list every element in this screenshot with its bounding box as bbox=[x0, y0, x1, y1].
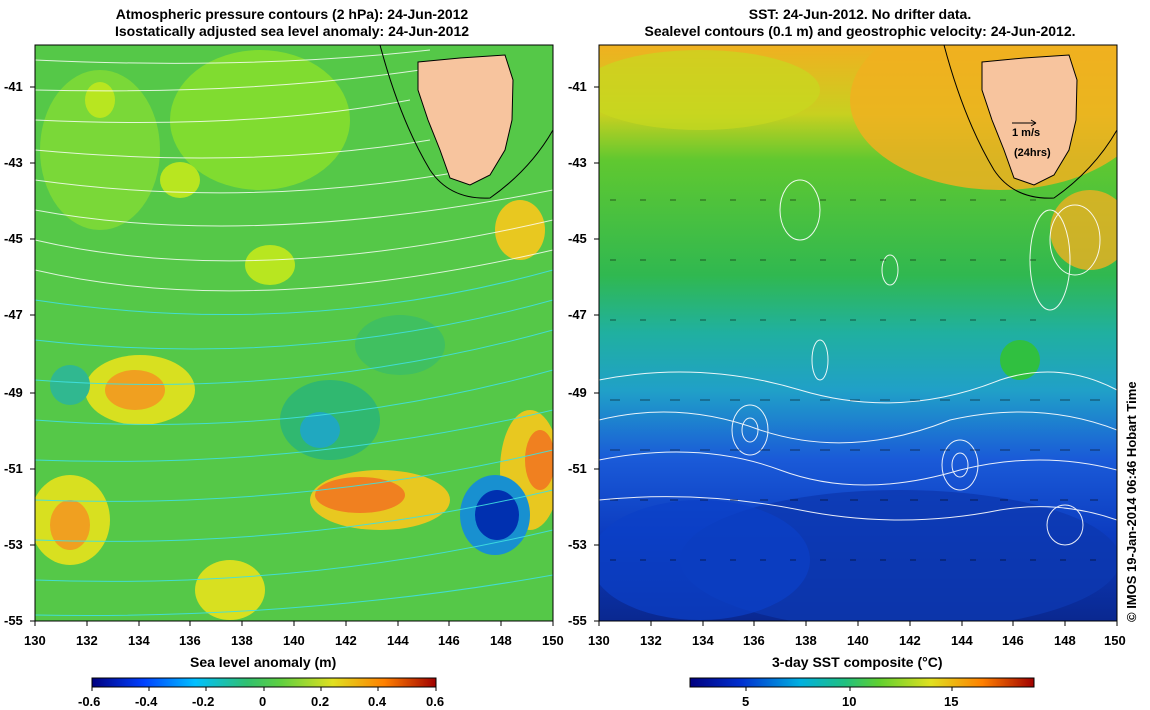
lon-tick-right: 150 bbox=[1104, 633, 1126, 648]
lon-tick-left: 146 bbox=[438, 633, 460, 648]
lat-tick-right: -55 bbox=[568, 613, 587, 628]
lon-tick-right: 138 bbox=[795, 633, 817, 648]
lon-tick-left: 130 bbox=[24, 633, 46, 648]
lon-tick-right: 142 bbox=[899, 633, 921, 648]
sst-title-line2: Sealevel contours (0.1 m) and geostrophi… bbox=[644, 23, 1076, 39]
lon-tick-left: 140 bbox=[283, 633, 305, 648]
sla-colorbar-tick: 0.6 bbox=[426, 694, 445, 709]
sst-map bbox=[599, 45, 1117, 621]
sst-xlabel: 3-day SST composite (°C) bbox=[772, 654, 943, 670]
lat-tick-left: -43 bbox=[4, 155, 23, 170]
lat-tick-left: -45 bbox=[4, 231, 23, 246]
scale-arrow-label: 1 m/s bbox=[1012, 127, 1041, 139]
sla-title: Atmospheric pressure contours (2 hPa): 2… bbox=[82, 6, 502, 40]
sla-xlabel: Sea level anomaly (m) bbox=[190, 654, 337, 670]
lat-tick-right: -41 bbox=[568, 79, 587, 94]
tasmania-land-sst bbox=[981, 54, 1078, 186]
scale-arrow bbox=[1012, 119, 1037, 127]
lon-tick-left: 150 bbox=[542, 633, 564, 648]
lon-tick-left: 138 bbox=[231, 633, 253, 648]
tasmania-land bbox=[417, 54, 514, 186]
lat-tick-right: -43 bbox=[568, 155, 587, 170]
lon-tick-right: 148 bbox=[1054, 633, 1076, 648]
lon-tick-right: 144 bbox=[951, 633, 973, 648]
sla-colorbar-tick: 0.2 bbox=[311, 694, 330, 709]
sla-colorbar-tick: 0 bbox=[259, 694, 267, 709]
lon-tick-right: 132 bbox=[640, 633, 662, 648]
sst-colorbar bbox=[689, 677, 1035, 688]
sst-colorbar-tick: 5 bbox=[742, 694, 750, 709]
lat-tick-right: -53 bbox=[568, 537, 587, 552]
lat-tick-right: -47 bbox=[568, 307, 587, 322]
imos-credit: © IMOS 19-Jan-2014 06:46 Hobart Time bbox=[1124, 381, 1139, 622]
sla-colorbar-tick: -0.4 bbox=[135, 694, 158, 709]
lon-tick-left: 148 bbox=[490, 633, 512, 648]
scale-arrow-label-24hrs: (24hrs) bbox=[1014, 147, 1051, 159]
sla-colorbar bbox=[91, 677, 437, 688]
sst-colorbar-tick: 15 bbox=[944, 694, 959, 709]
lon-tick-right: 130 bbox=[588, 633, 610, 648]
lon-tick-right: 146 bbox=[1002, 633, 1024, 648]
sst-title-line1: SST: 24-Jun-2012. No drifter data. bbox=[748, 6, 972, 22]
sla-title-line2: Isostatically adjusted sea level anomaly… bbox=[114, 23, 470, 39]
sst-title: SST: 24-Jun-2012. No drifter data. Seale… bbox=[610, 6, 1110, 40]
lon-tick-right: 134 bbox=[692, 633, 714, 648]
lat-tick-left: -55 bbox=[4, 613, 23, 628]
lat-tick-right: -49 bbox=[568, 385, 587, 400]
lon-tick-right: 140 bbox=[847, 633, 869, 648]
sla-colorbar-tick: 0.4 bbox=[368, 694, 387, 709]
lon-tick-left: 132 bbox=[76, 633, 98, 648]
lat-tick-left: -53 bbox=[4, 537, 23, 552]
lat-tick-left: -41 bbox=[4, 79, 23, 94]
lat-tick-right: -51 bbox=[568, 461, 587, 476]
sla-map bbox=[35, 45, 553, 621]
lon-tick-left: 142 bbox=[335, 633, 357, 648]
lat-tick-right: -45 bbox=[568, 231, 587, 246]
lon-tick-left: 144 bbox=[387, 633, 409, 648]
sst-colorbar-tick: 10 bbox=[842, 694, 857, 709]
sla-colorbar-tick: -0.2 bbox=[192, 694, 215, 709]
lat-tick-left: -47 bbox=[4, 307, 23, 322]
lon-tick-right: 136 bbox=[743, 633, 765, 648]
lat-tick-left: -49 bbox=[4, 385, 23, 400]
lat-tick-left: -51 bbox=[4, 461, 23, 476]
lon-tick-left: 134 bbox=[128, 633, 150, 648]
sla-title-line1: Atmospheric pressure contours (2 hPa): 2… bbox=[115, 6, 469, 22]
lon-tick-left: 136 bbox=[179, 633, 201, 648]
sla-colorbar-tick: -0.6 bbox=[78, 694, 101, 709]
